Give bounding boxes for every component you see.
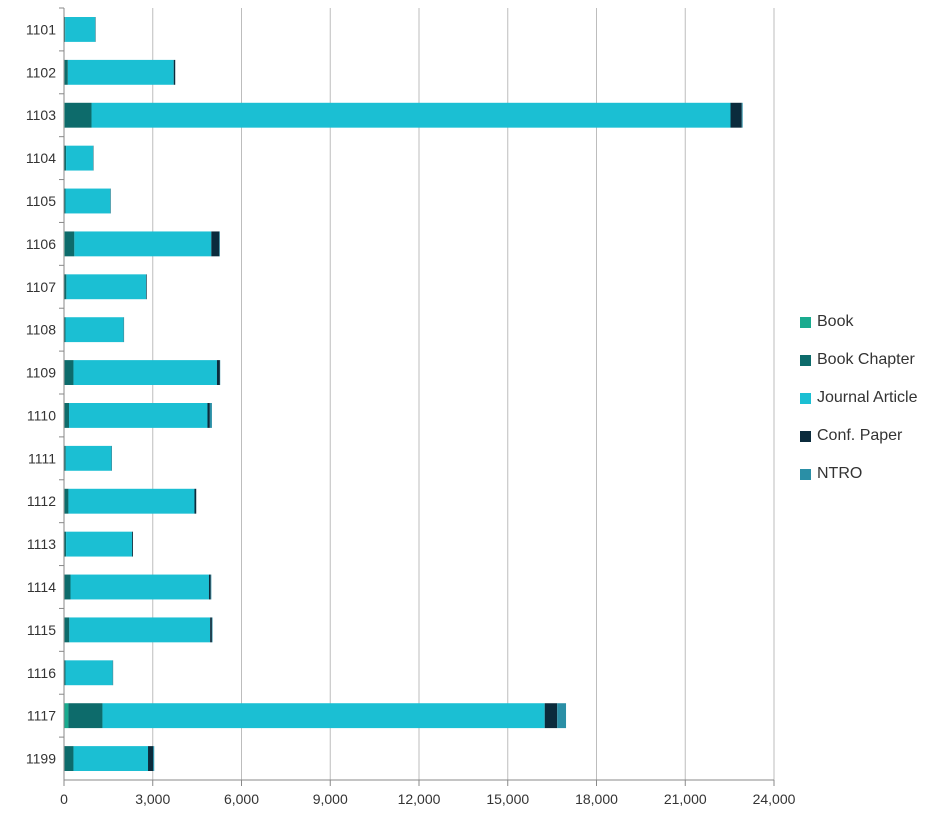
bar-segment xyxy=(211,575,212,600)
y-tick-label: 1110 xyxy=(27,407,56,423)
bar-segment xyxy=(73,746,148,771)
y-tick-label: 1113 xyxy=(27,536,56,552)
y-tick-label: 1104 xyxy=(26,150,56,166)
bar-segment xyxy=(74,231,211,256)
y-tick-label: 1109 xyxy=(26,365,56,381)
y-tick-label: 1117 xyxy=(27,708,56,724)
bar-segment xyxy=(66,274,146,299)
bar-segment xyxy=(211,231,219,256)
x-tick-label: 3,000 xyxy=(135,791,170,807)
bars xyxy=(64,17,743,771)
bar-segment xyxy=(742,103,743,128)
bar-segment xyxy=(174,60,175,85)
bar-segment xyxy=(148,746,153,771)
x-tick-label: 9,000 xyxy=(313,791,348,807)
bar-segment xyxy=(102,703,544,728)
bar-segment xyxy=(209,575,211,600)
bar-segment xyxy=(207,403,209,428)
bar-segment xyxy=(146,274,147,299)
bar-segment xyxy=(219,231,220,256)
bar-segment xyxy=(64,532,66,557)
bar-segment xyxy=(132,532,133,557)
y-tick-label: 1116 xyxy=(27,665,56,681)
bar-segment xyxy=(210,403,212,428)
legend-swatch xyxy=(800,431,811,442)
bar-segment xyxy=(210,617,212,642)
legend-item: Book Chapter xyxy=(800,341,918,379)
x-tick-label: 0 xyxy=(60,791,68,807)
legend-label: Book xyxy=(817,313,853,331)
bar-segment xyxy=(65,360,74,385)
bar-segment xyxy=(65,746,74,771)
bar-segment xyxy=(68,60,174,85)
bar-segment xyxy=(73,360,216,385)
y-tick-label: 1103 xyxy=(26,107,56,123)
bar-segment xyxy=(212,617,213,642)
legend-swatch xyxy=(800,317,811,328)
bar-segment xyxy=(68,703,102,728)
bar-segment xyxy=(64,446,65,471)
legend-label: Book Chapter xyxy=(817,351,915,369)
bar-segment xyxy=(153,746,154,771)
legend: Book Book Chapter Journal Article Conf. Pap… xyxy=(800,303,918,493)
bar-segment xyxy=(65,60,68,85)
bar-segment xyxy=(69,403,207,428)
legend-item: NTRO xyxy=(800,455,918,493)
bar-segment xyxy=(69,617,210,642)
y-tick-label: 1114 xyxy=(27,579,56,595)
bar-segment xyxy=(557,703,566,728)
bar-segment xyxy=(217,360,220,385)
bar-segment xyxy=(65,231,74,256)
bar-segment xyxy=(71,575,209,600)
bar-segment xyxy=(92,103,731,128)
bar-segment xyxy=(65,317,123,342)
x-tick-label: 18,000 xyxy=(575,791,618,807)
bar-segment xyxy=(65,617,70,642)
y-tick-label: 1107 xyxy=(26,279,56,295)
y-tick-label: 1115 xyxy=(27,622,56,638)
bar-segment xyxy=(66,532,132,557)
legend-item: Book xyxy=(800,303,918,341)
bar-segment xyxy=(65,489,69,514)
legend-label: Journal Article xyxy=(817,389,918,407)
bar-segment xyxy=(66,146,93,171)
bar-segment xyxy=(65,17,95,42)
y-tick-label: 1112 xyxy=(27,493,56,509)
legend-item: Conf. Paper xyxy=(800,417,918,455)
legend-label: NTRO xyxy=(817,465,862,483)
bar-segment xyxy=(66,446,112,471)
legend-swatch xyxy=(800,469,811,480)
bar-segment xyxy=(68,489,194,514)
legend-swatch xyxy=(800,393,811,404)
x-tick-label: 21,000 xyxy=(664,791,707,807)
y-tick-label: 1108 xyxy=(26,322,56,338)
bar-segment xyxy=(65,103,92,128)
legend-item: Journal Article xyxy=(800,379,918,417)
y-tick-label: 1106 xyxy=(26,236,56,252)
bar-segment xyxy=(194,489,196,514)
bar-segment xyxy=(64,274,66,299)
x-tick-label: 12,000 xyxy=(398,791,441,807)
bar-segment xyxy=(64,146,66,171)
x-tick-label: 15,000 xyxy=(486,791,529,807)
bar-segment xyxy=(65,403,69,428)
bar-segment xyxy=(65,189,110,214)
x-tick-label: 6,000 xyxy=(224,791,259,807)
bar-segment xyxy=(65,660,112,685)
y-tick-label: 1101 xyxy=(26,21,56,37)
bar-segment xyxy=(64,703,68,728)
bar-segment xyxy=(65,575,71,600)
x-tick-label: 24,000 xyxy=(753,791,796,807)
y-tick-label: 1102 xyxy=(26,64,56,80)
bar-segment xyxy=(545,703,557,728)
y-tick-label: 1199 xyxy=(26,751,56,767)
legend-swatch xyxy=(800,355,811,366)
legend-label: Conf. Paper xyxy=(817,427,902,445)
y-tick-label: 1105 xyxy=(26,193,56,209)
y-tick-label: 1111 xyxy=(28,450,56,466)
bar-segment xyxy=(731,103,742,128)
